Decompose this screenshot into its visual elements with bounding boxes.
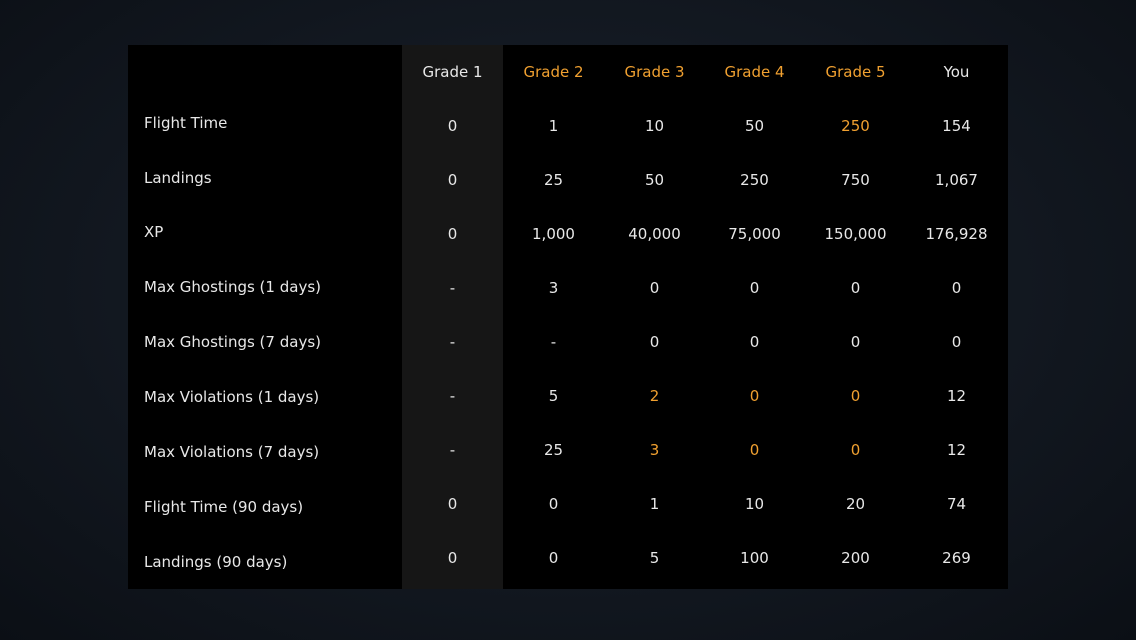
cell-grade-5: 20: [845, 495, 866, 513]
current-grade-column-highlight: [402, 45, 503, 589]
header-you: You: [943, 63, 970, 81]
cell-you: 12: [946, 387, 967, 405]
cell-grade-4: 50: [744, 117, 765, 135]
cell-grade-4: 100: [740, 549, 769, 567]
cell-grade-5: 0: [850, 387, 861, 405]
cell-grade-1: -: [449, 279, 456, 297]
cell-grade-4: 0: [749, 333, 760, 351]
cell-grade-1: 0: [447, 225, 458, 243]
cell-grade-1: 0: [447, 495, 458, 513]
cell-grade-5: 0: [850, 441, 861, 459]
cell-grade-2: 5: [548, 387, 559, 405]
cell-grade-1: -: [449, 387, 456, 405]
cell-grade-3: 3: [649, 441, 660, 459]
cell-you: 74: [946, 495, 967, 513]
cell-grade-3: 50: [644, 171, 665, 189]
cell-grade-2: 25: [543, 441, 564, 459]
cell-you: 269: [942, 549, 971, 567]
table-row-max-ghostings-7d: Max Ghostings (7 days) - - 0 0 0 0: [128, 330, 1008, 354]
cell-you: 12: [946, 441, 967, 459]
cell-grade-5: 0: [850, 333, 861, 351]
row-label: XP: [144, 223, 164, 241]
cell-grade-3: 0: [649, 279, 660, 297]
cell-grade-3: 1: [649, 495, 660, 513]
cell-grade-2: 0: [548, 495, 559, 513]
cell-grade-1: -: [449, 333, 456, 351]
cell-grade-2: -: [550, 333, 557, 351]
grade-requirements-table: Grade 1 Grade 2 Grade 3 Grade 4 Grade 5 …: [128, 45, 1008, 589]
cell-grade-1: 0: [447, 171, 458, 189]
cell-grade-4: 10: [744, 495, 765, 513]
row-label: Flight Time (90 days): [144, 498, 304, 516]
cell-grade-2: 1: [548, 117, 559, 135]
table-row-flight-time: Flight Time 0 1 10 50 250 154: [128, 114, 1008, 138]
cell-you: 176,928: [925, 225, 988, 243]
table-row-xp: XP 0 1,000 40,000 75,000 150,000 176,928: [128, 222, 1008, 246]
cell-grade-4: 0: [749, 387, 760, 405]
cell-grade-1: -: [449, 441, 456, 459]
table-row-max-ghostings-1d: Max Ghostings (1 days) - 3 0 0 0 0: [128, 276, 1008, 300]
cell-grade-2: 1,000: [532, 225, 575, 243]
cell-grade-4: 0: [749, 279, 760, 297]
cell-grade-5: 150,000: [824, 225, 887, 243]
cell-you: 0: [951, 333, 962, 351]
cell-grade-3: 0: [649, 333, 660, 351]
cell-you: 154: [942, 117, 971, 135]
cell-grade-5: 0: [850, 279, 861, 297]
cell-grade-4: 0: [749, 441, 760, 459]
header-grade-5: Grade 5: [825, 63, 886, 81]
cell-grade-3: 40,000: [628, 225, 681, 243]
cell-grade-3: 10: [644, 117, 665, 135]
cell-you: 0: [951, 279, 962, 297]
header-grade-4: Grade 4: [724, 63, 785, 81]
cell-grade-1: 0: [447, 117, 458, 135]
row-label: Max Ghostings (7 days): [144, 333, 321, 351]
cell-grade-2: 0: [548, 549, 559, 567]
header-grade-3: Grade 3: [624, 63, 685, 81]
cell-grade-5: 250: [841, 117, 870, 135]
cell-you: 1,067: [935, 171, 978, 189]
header-grade-1: Grade 1: [422, 63, 483, 81]
cell-grade-5: 200: [841, 549, 870, 567]
cell-grade-3: 5: [649, 549, 660, 567]
cell-grade-4: 75,000: [728, 225, 781, 243]
table-row-landings: Landings 0 25 50 250 750 1,067: [128, 168, 1008, 192]
cell-grade-5: 750: [841, 171, 870, 189]
table-row-max-violations-7d: Max Violations (7 days) - 25 3 0 0 12: [128, 438, 1008, 462]
table-row-flight-time-90d: Flight Time (90 days) 0 0 1 10 20 74: [128, 492, 1008, 516]
row-label: Flight Time: [144, 114, 228, 132]
row-label: Max Violations (1 days): [144, 388, 320, 406]
table-row-landings-90d: Landings (90 days) 0 0 5 100 200 269: [128, 546, 1008, 571]
cell-grade-2: 25: [543, 171, 564, 189]
cell-grade-3: 2: [649, 387, 660, 405]
table-row-max-violations-1d: Max Violations (1 days) - 5 2 0 0 12: [128, 384, 1008, 408]
row-label: Max Ghostings (1 days): [144, 278, 321, 296]
row-label: Landings (90 days): [144, 553, 288, 571]
header-grade-2: Grade 2: [523, 63, 584, 81]
cell-grade-2: 3: [548, 279, 559, 297]
row-label: Landings: [144, 169, 212, 187]
cell-grade-4: 250: [740, 171, 769, 189]
cell-grade-1: 0: [447, 549, 458, 567]
row-label: Max Violations (7 days): [144, 443, 320, 461]
